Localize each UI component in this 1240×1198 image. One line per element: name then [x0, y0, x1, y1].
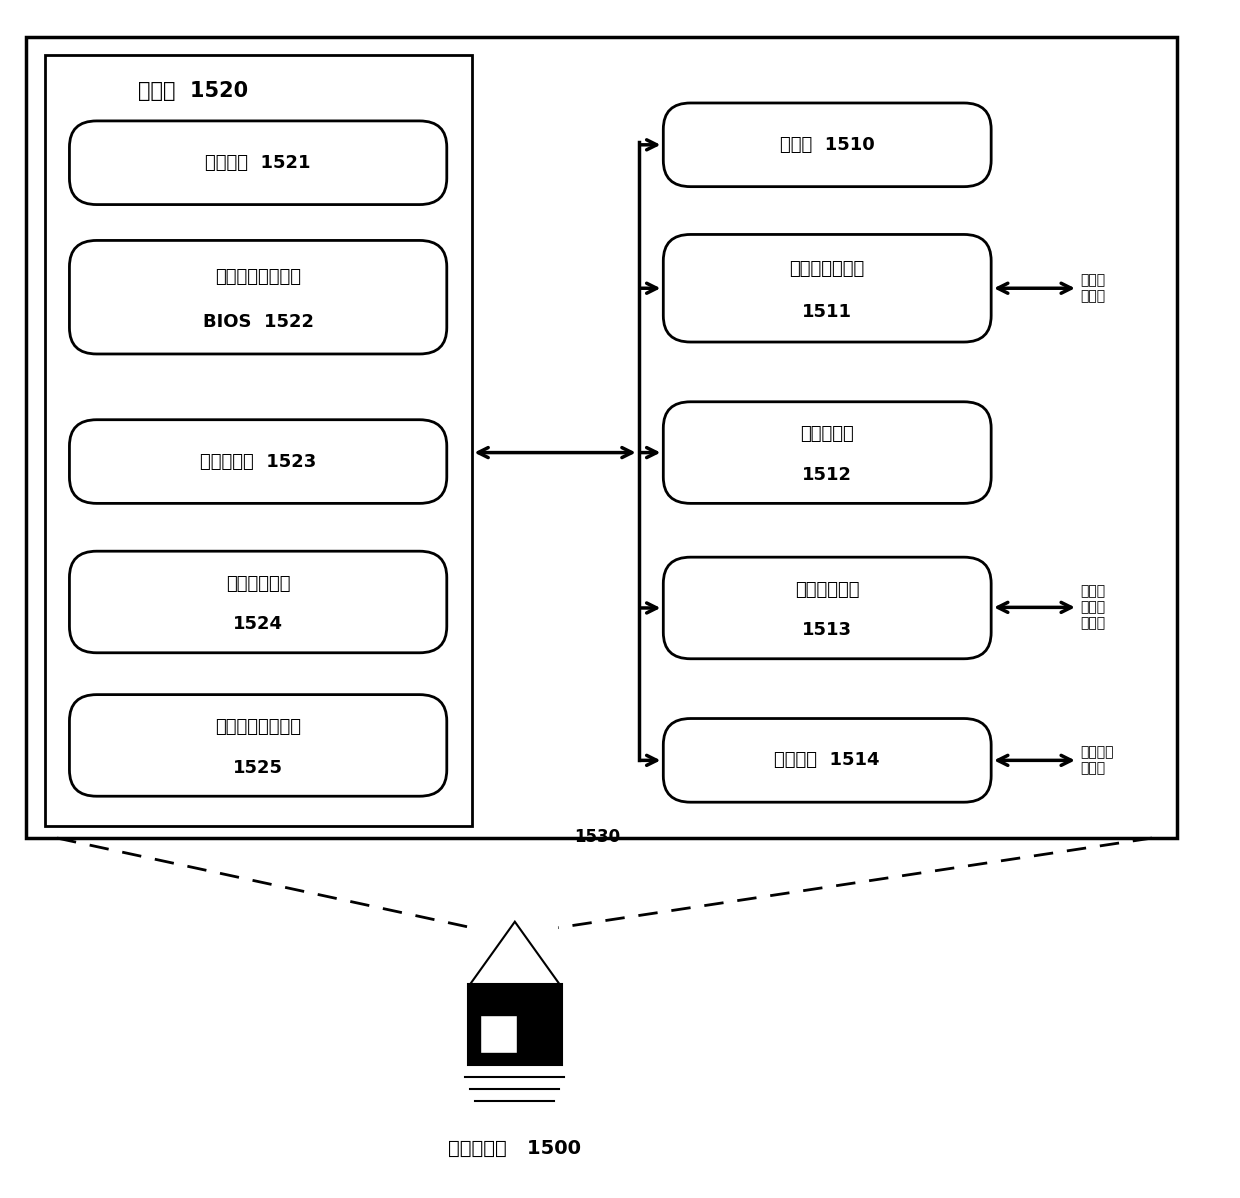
FancyBboxPatch shape: [69, 121, 446, 205]
Text: 1512: 1512: [802, 466, 852, 484]
FancyBboxPatch shape: [663, 557, 991, 659]
Bar: [26, 37, 1177, 839]
FancyBboxPatch shape: [663, 719, 991, 803]
FancyBboxPatch shape: [663, 401, 991, 503]
Text: 操作系统  1521: 操作系统 1521: [206, 153, 311, 171]
Text: 连接到网
络设备: 连接到网 络设备: [1080, 745, 1114, 775]
FancyBboxPatch shape: [663, 235, 991, 341]
Bar: [480, 1015, 517, 1053]
Text: BIOS  1522: BIOS 1522: [202, 313, 314, 331]
Text: 计算机系统   1500: 计算机系统 1500: [449, 1139, 582, 1158]
Text: 网页浏览器  1523: 网页浏览器 1523: [200, 453, 316, 471]
Text: 1513: 1513: [802, 622, 852, 640]
FancyBboxPatch shape: [69, 551, 446, 653]
Text: 连接到
显示器: 连接到 显示器: [1080, 273, 1105, 303]
FancyBboxPatch shape: [69, 695, 446, 797]
Text: 1511: 1511: [802, 303, 852, 321]
Text: 1530: 1530: [574, 829, 620, 847]
Text: 1525: 1525: [233, 758, 283, 776]
Text: 输入输出接口: 输入输出接口: [795, 581, 859, 599]
Text: 1524: 1524: [233, 616, 283, 634]
Text: 处理器  1510: 处理器 1510: [780, 135, 874, 153]
Text: 数据存储管理: 数据存储管理: [226, 575, 290, 593]
Text: 基本输入输出系统: 基本输入输出系统: [215, 268, 301, 286]
FancyBboxPatch shape: [69, 241, 446, 353]
Text: 连接到
输入输
出设备: 连接到 输入输 出设备: [1080, 585, 1105, 630]
Text: 存储器  1520: 存储器 1520: [138, 81, 248, 101]
Text: 图标字体处理系统: 图标字体处理系统: [215, 718, 301, 736]
Bar: [467, 984, 562, 1065]
Bar: [45, 55, 471, 827]
Text: 磁盘驱动器: 磁盘驱动器: [800, 425, 854, 443]
Text: 网络接口  1514: 网络接口 1514: [775, 751, 880, 769]
Text: 视频显示适配器: 视频显示适配器: [790, 260, 864, 278]
Polygon shape: [467, 921, 562, 987]
FancyBboxPatch shape: [663, 103, 991, 187]
FancyBboxPatch shape: [69, 419, 446, 503]
